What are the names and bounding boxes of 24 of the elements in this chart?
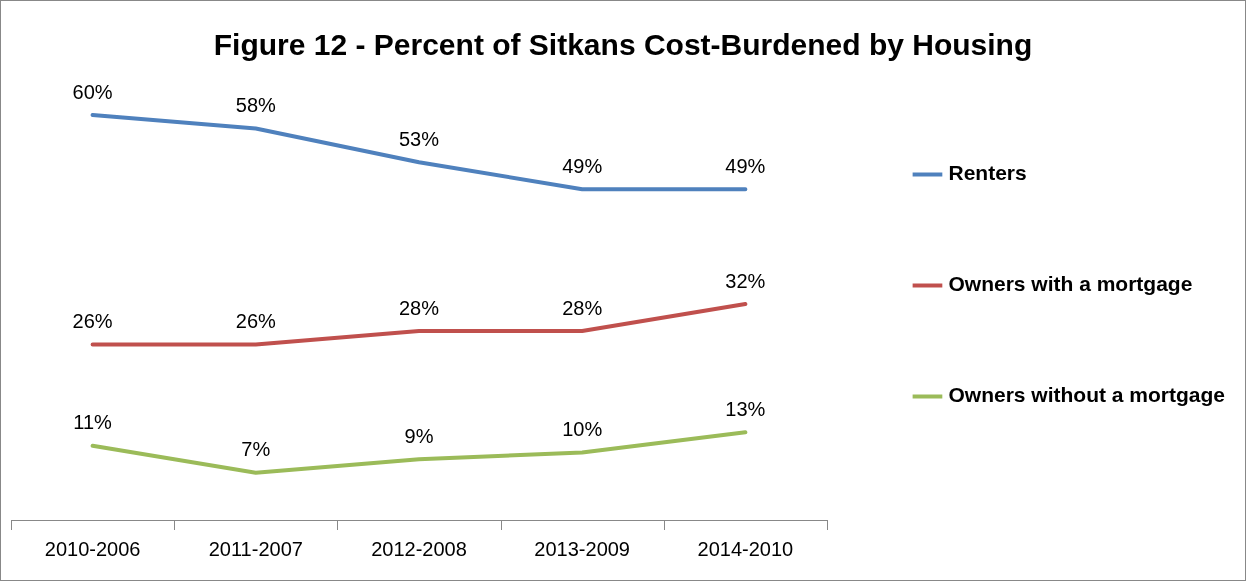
- data-label: 28%: [562, 296, 603, 319]
- data-label: 7%: [241, 438, 271, 461]
- data-label: 28%: [398, 296, 440, 319]
- legend-label: Owners with a mortgage: [948, 272, 1193, 296]
- data-label: 58%: [235, 94, 277, 117]
- data-label: 13%: [725, 397, 766, 420]
- data-label: 26%: [235, 310, 277, 333]
- legend-label: Renters: [948, 161, 1027, 185]
- data-label: 11%: [73, 411, 113, 434]
- x-tick-label: 2014-2010: [697, 537, 794, 560]
- data-label: 60%: [72, 80, 113, 103]
- data-label: 49%: [725, 154, 766, 177]
- x-tick-label: 2012-2008: [371, 537, 467, 560]
- data-label: 26%: [72, 310, 113, 333]
- data-label: 53%: [398, 127, 440, 150]
- legend-label: Owners without a mortgage: [948, 383, 1225, 407]
- x-tick-label: 2013-2009: [534, 537, 631, 560]
- x-tick-label: 2010-2006: [44, 537, 141, 560]
- x-tick-label: 2011-2007: [208, 537, 303, 560]
- data-label: 49%: [562, 154, 603, 177]
- data-label: 9%: [404, 424, 434, 447]
- data-label: 32%: [725, 269, 766, 292]
- data-label: 10%: [562, 418, 603, 441]
- chart-title: Figure 12 - Percent of Sitkans Cost-Burdened by Housing: [213, 28, 1033, 62]
